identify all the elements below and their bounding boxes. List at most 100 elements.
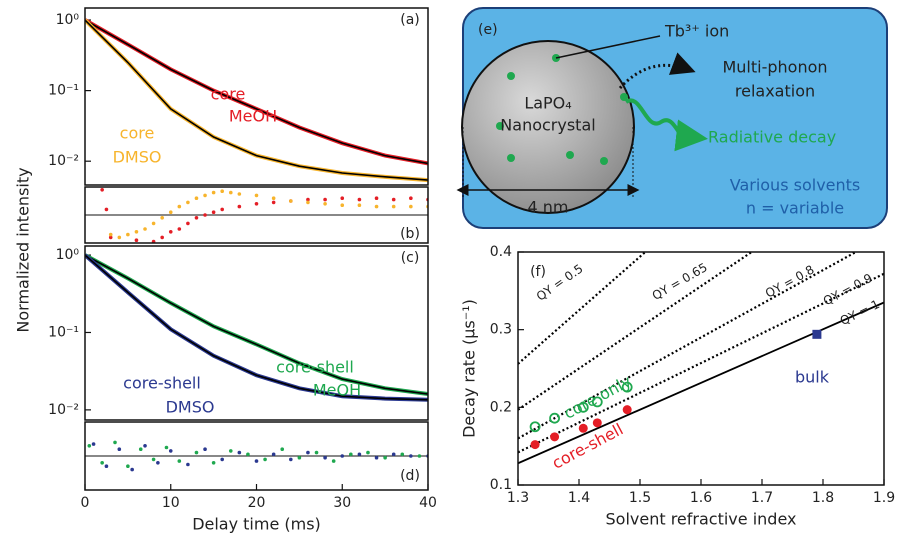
x-tick-label: 20 — [248, 495, 266, 511]
size-label: 4 nm — [528, 198, 569, 217]
qy-line — [518, 252, 859, 440]
fit-line — [85, 19, 428, 181]
annotation: core — [120, 124, 155, 143]
y-tick-label: 10⁻² — [48, 153, 79, 169]
x-tick-label: 1.8 — [812, 490, 834, 506]
annotation: MeOH — [313, 381, 361, 400]
point — [126, 232, 130, 237]
annotation: core — [211, 85, 246, 104]
y-tick-label: 0.2 — [490, 399, 512, 415]
ion-label: Tb³⁺ ion — [664, 22, 729, 41]
panel: 10⁰ 10⁻¹ 10⁻² core-shell MeOH core-shell DMSO (… — [48, 245, 429, 421]
x-axis-title: Delay time (ms) — [192, 515, 321, 533]
phonon-label: relaxation — [735, 82, 815, 101]
series-label: core only — [561, 371, 635, 422]
point — [374, 204, 379, 209]
point — [151, 221, 156, 226]
crystal-label: Nanocrystal — [500, 116, 595, 135]
point — [280, 447, 285, 452]
point — [271, 200, 276, 205]
point — [409, 204, 413, 209]
point — [340, 203, 345, 207]
fit-line — [85, 19, 428, 165]
plot-area — [100, 188, 428, 243]
annotation: (a) — [400, 12, 420, 28]
point — [160, 235, 164, 240]
point — [550, 432, 560, 442]
point — [203, 447, 207, 452]
point — [168, 449, 173, 453]
point — [220, 189, 224, 193]
point — [383, 455, 387, 460]
point — [812, 329, 822, 339]
point — [130, 467, 134, 472]
point — [237, 450, 242, 455]
point — [194, 450, 199, 455]
x-tick-label: 40 — [419, 495, 437, 511]
y-tick-label: 10⁰ — [56, 12, 80, 28]
solvent-label: n = variable — [746, 199, 844, 218]
point — [160, 216, 164, 220]
point — [409, 454, 413, 458]
annotation: MeOH — [229, 107, 277, 126]
point — [156, 461, 160, 465]
point — [194, 196, 199, 200]
point — [113, 440, 117, 445]
point — [177, 459, 182, 463]
point — [306, 197, 310, 202]
ions — [496, 54, 628, 165]
point — [117, 447, 122, 452]
point — [220, 207, 224, 212]
plot-area — [85, 253, 428, 402]
point — [186, 200, 190, 205]
point — [374, 196, 379, 200]
fit-line — [85, 254, 428, 395]
y-axis-title: Decay rate (μs⁻¹) — [460, 299, 479, 438]
point — [622, 405, 632, 415]
point — [100, 188, 104, 192]
nanocrystal — [461, 40, 635, 214]
point — [203, 213, 207, 217]
point — [391, 197, 396, 202]
annotation: DMSO — [166, 398, 215, 417]
point — [306, 450, 310, 455]
ion-pointer — [555, 35, 661, 59]
series-label: QY = 1 — [838, 297, 882, 328]
point — [621, 381, 633, 393]
point — [134, 238, 139, 242]
point — [237, 204, 242, 209]
point — [417, 454, 422, 458]
x-tick-label: 1.3 — [507, 490, 529, 506]
point — [164, 445, 169, 450]
y-tick-label: 0.3 — [490, 322, 512, 338]
point — [297, 455, 302, 460]
point — [391, 204, 396, 209]
annotation: (d) — [400, 468, 420, 484]
diagram-e: (e) Tb³⁺ ion LaPO₄ Nanocrystal Multi-pho… — [456, 7, 888, 229]
series-label: QY = 0.65 — [650, 260, 710, 303]
y-axis-title: Normalized intensity — [14, 167, 33, 332]
series-label: QY = 0.8 — [763, 262, 817, 300]
point — [271, 452, 276, 457]
frame — [517, 251, 885, 486]
x-tick-label: 1.7 — [751, 490, 773, 506]
annotation: core-shell — [276, 358, 354, 377]
point — [104, 464, 109, 469]
x-tick-label: 1.4 — [568, 490, 590, 506]
qy-line — [518, 272, 884, 454]
point — [529, 421, 541, 433]
point — [549, 412, 560, 424]
point — [323, 197, 327, 202]
plot-area — [518, 252, 884, 465]
x-tick-label: 30 — [333, 495, 351, 511]
point — [591, 396, 603, 408]
frame — [84, 421, 429, 491]
y-tick-label: 10⁰ — [56, 247, 80, 263]
point — [340, 196, 345, 200]
phonon-label: Multi-phonon — [722, 58, 827, 77]
point — [151, 239, 156, 243]
point — [168, 210, 173, 214]
point — [530, 440, 540, 450]
qy-line — [518, 252, 647, 365]
